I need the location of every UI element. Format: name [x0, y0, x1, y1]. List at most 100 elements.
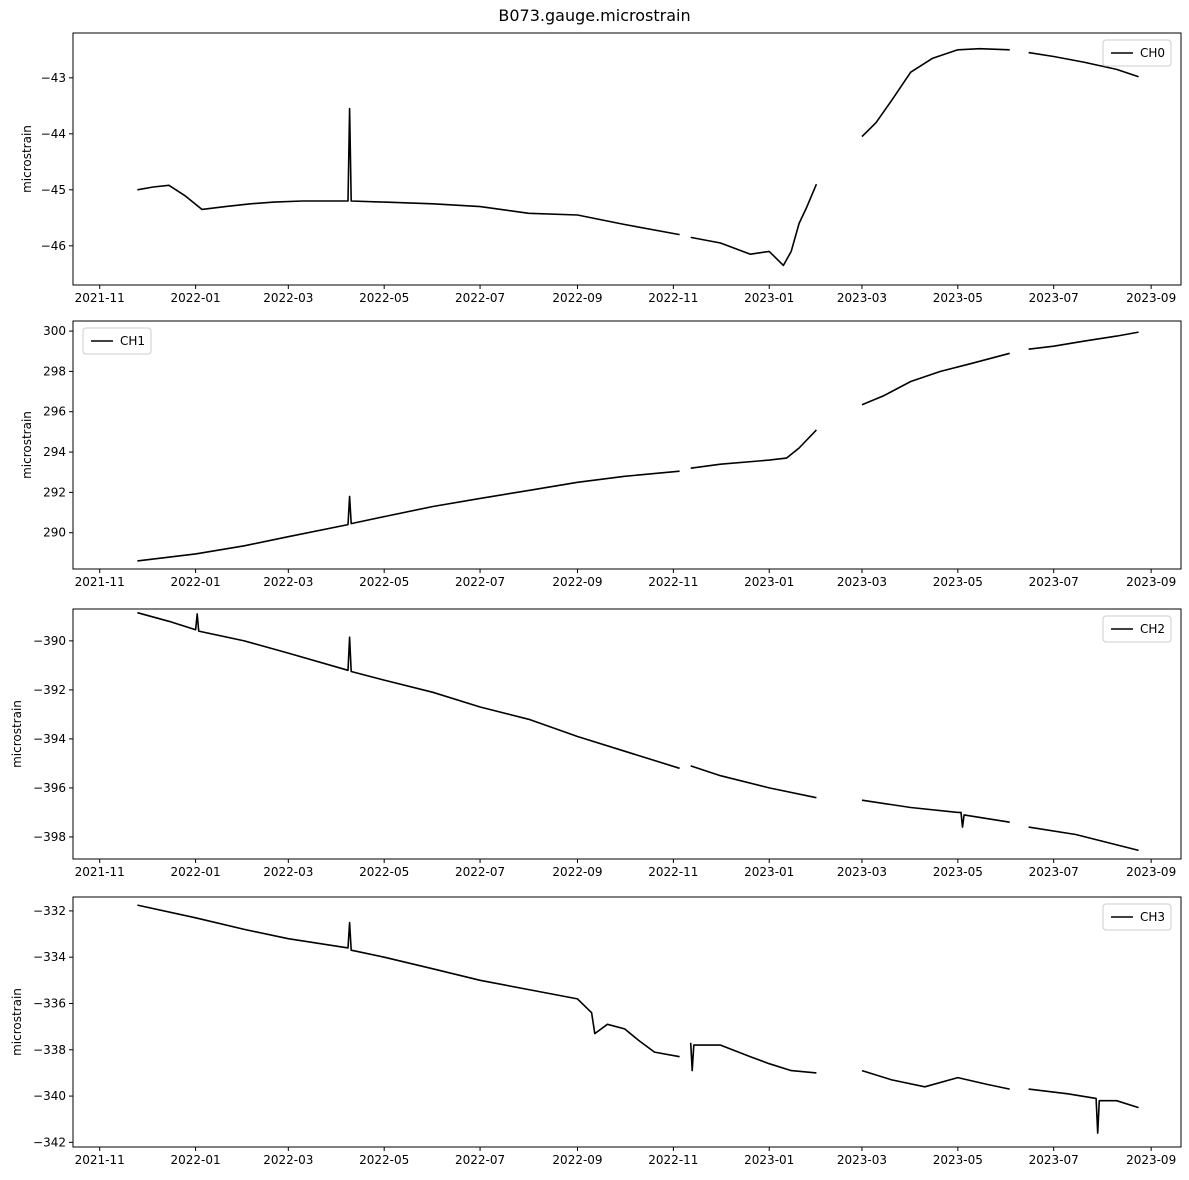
x-tick-label: 2022-01 [171, 291, 221, 305]
legend-box [1102, 615, 1172, 643]
series-line-segment [137, 904, 680, 1058]
x-tick-label: 2023-09 [1126, 291, 1176, 305]
y-axis-label: microstrain [10, 988, 24, 1056]
y-tick-label: −398 [33, 830, 66, 844]
subplot-ch0: 2021-11 2022-01 2022-03 2022-05 2022-07 2022-… [20, 32, 1182, 305]
x-tick-label: 2022-01 [171, 575, 221, 589]
y-tick-label: −390 [33, 634, 66, 648]
y-tick-label: −46 [41, 239, 66, 253]
x-tick-label: 2022-11 [648, 575, 698, 589]
x-tick-label: 2022-05 [359, 865, 409, 879]
series-line-segment [1028, 1088, 1139, 1134]
x-tick-label: 2023-09 [1126, 865, 1176, 879]
axes-frame [72, 32, 1182, 286]
x-tick-label: 2023-03 [837, 291, 887, 305]
x-tick-label: 2022-07 [455, 575, 505, 589]
y-axis-label: microstrain [10, 700, 24, 768]
series-line-segment [137, 107, 680, 236]
subplot-ch1: 2021-11 2022-01 2022-03 2022-05 2022-07 2022-… [20, 320, 1182, 589]
x-tick-label: 2022-05 [359, 575, 409, 589]
x-tick-label: 2023-09 [1126, 575, 1176, 589]
y-tick-label: −338 [33, 1043, 66, 1057]
x-tick-label: 2022-07 [455, 291, 505, 305]
y-tick-label: 296 [43, 405, 66, 419]
y-tick-label: −396 [33, 781, 66, 795]
y-tick-label: −336 [33, 996, 66, 1010]
x-tick-label: 2021-11 [75, 1153, 125, 1167]
x-tick-label: 2021-11 [75, 865, 125, 879]
y-tick-label: −394 [33, 732, 66, 746]
x-tick-label: 2023-01 [744, 575, 794, 589]
series-line-segment [690, 183, 818, 267]
x-tick-label: 2022-05 [359, 291, 409, 305]
legend-label: CH0 [1140, 46, 1165, 60]
x-tick-label: 2021-11 [75, 291, 125, 305]
legend: CH3 [1102, 903, 1172, 931]
y-tick-label: 300 [43, 324, 66, 338]
x-tick-label: 2022-03 [263, 865, 313, 879]
x-tick-label: 2023-07 [1029, 865, 1079, 879]
x-tick-label: 2023-07 [1029, 575, 1079, 589]
y-tick-label: −392 [33, 683, 66, 697]
series-line-segment [861, 799, 1010, 828]
y-tick-label: 294 [43, 445, 66, 459]
series-line-segment [861, 47, 1010, 138]
x-tick-label: 2023-03 [837, 1153, 887, 1167]
x-tick-label: 2023-03 [837, 865, 887, 879]
x-tick-label: 2022-11 [648, 865, 698, 879]
x-tick-label: 2022-09 [552, 291, 602, 305]
x-tick-label: 2022-01 [171, 865, 221, 879]
chart-title: B073.gauge.microstrain [498, 6, 691, 25]
subplot-ch2: 2021-11 2022-01 2022-03 2022-05 2022-07 2022-… [10, 608, 1182, 879]
x-tick-label: 2022-11 [648, 1153, 698, 1167]
x-tick-label: 2023-05 [933, 291, 983, 305]
x-tick-label: 2022-03 [263, 575, 313, 589]
y-tick-label: 298 [43, 364, 66, 378]
y-tick-label: −340 [33, 1089, 66, 1103]
x-tick-label: 2022-01 [171, 1153, 221, 1167]
x-tick-label: 2023-05 [933, 1153, 983, 1167]
legend-box [82, 327, 152, 355]
x-tick-label: 2022-05 [359, 1153, 409, 1167]
series-line-segment [1028, 51, 1139, 78]
series-line-segment [861, 1069, 1010, 1090]
series-line-segment [689, 1042, 817, 1074]
x-tick-label: 2022-09 [552, 1153, 602, 1167]
x-tick-label: 2023-09 [1126, 1153, 1176, 1167]
series-line-segment [690, 429, 817, 469]
y-tick-label: −44 [41, 127, 66, 141]
x-tick-label: 2021-11 [75, 575, 125, 589]
series-line-segment [861, 352, 1010, 406]
y-axis-label: microstrain [20, 125, 34, 193]
legend: CH2 [1102, 615, 1172, 643]
y-tick-label: 290 [43, 526, 66, 540]
series-line-segment [137, 470, 680, 562]
axes-frame [72, 896, 1182, 1148]
x-tick-label: 2022-09 [552, 865, 602, 879]
y-tick-label: −334 [33, 950, 66, 964]
axes-frame [72, 320, 1182, 570]
subplot-ch3: 2021-11 2022-01 2022-03 2022-05 2022-07 2022-… [10, 896, 1182, 1167]
x-tick-label: 2023-05 [933, 865, 983, 879]
series-line-segment [1028, 331, 1139, 350]
series-line-segment [137, 611, 680, 770]
x-tick-label: 2022-03 [263, 291, 313, 305]
x-tick-label: 2023-03 [837, 575, 887, 589]
x-tick-label: 2022-07 [455, 1153, 505, 1167]
legend-box [1102, 39, 1172, 67]
legend: CH0 [1102, 39, 1172, 67]
x-tick-label: 2023-07 [1029, 291, 1079, 305]
x-tick-label: 2023-01 [744, 291, 794, 305]
y-tick-label: −342 [33, 1135, 66, 1149]
legend-label: CH3 [1140, 910, 1165, 924]
x-tick-label: 2023-01 [744, 1153, 794, 1167]
y-axis-label: microstrain [20, 411, 34, 479]
x-tick-label: 2022-03 [263, 1153, 313, 1167]
legend: CH1 [82, 327, 152, 355]
series-line-segment [1028, 826, 1139, 852]
y-tick-label: −43 [41, 71, 66, 85]
legend-box [1102, 903, 1172, 931]
x-tick-label: 2023-01 [744, 865, 794, 879]
series-line-segment [690, 765, 817, 799]
